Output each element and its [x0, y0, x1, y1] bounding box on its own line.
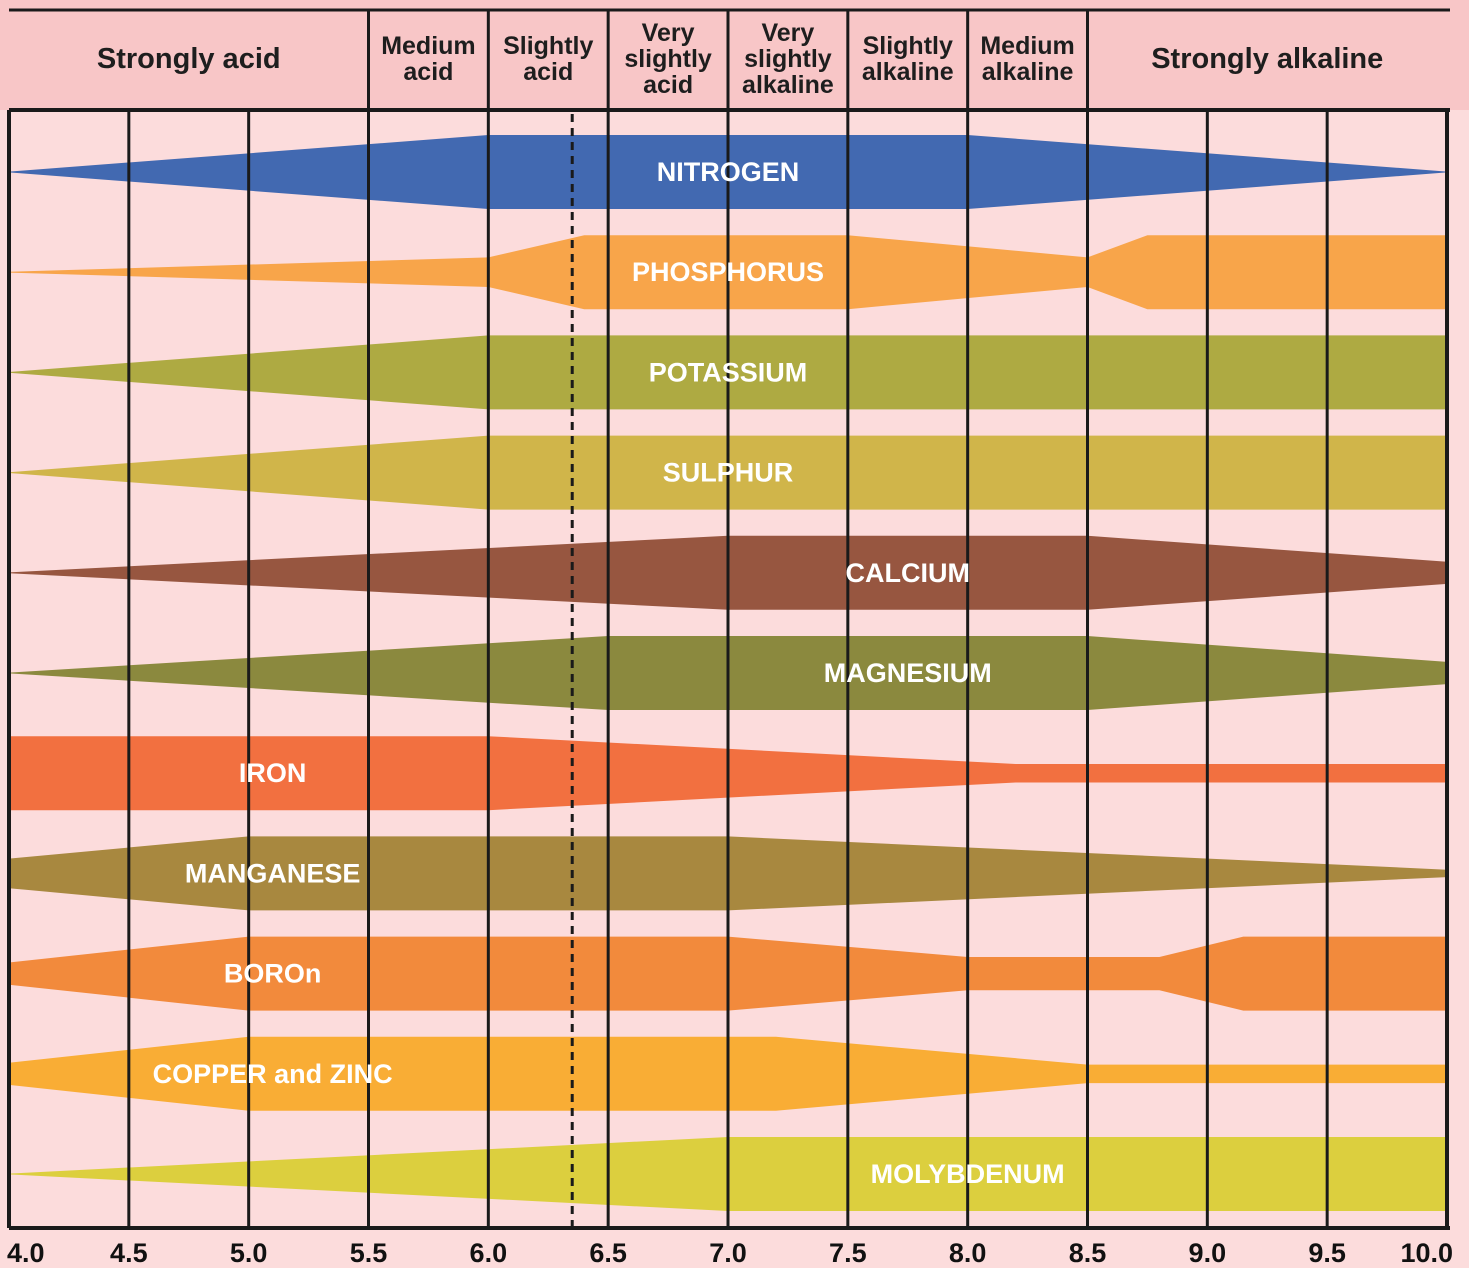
band-label-boron: BOROn [224, 959, 322, 989]
band-label-manganese: MANGANESE [185, 858, 361, 888]
x-tick-label: 7.0 [709, 1238, 747, 1268]
header-label-medium-acid: Medium acid [381, 32, 475, 86]
x-tick-label: 8.5 [1069, 1238, 1107, 1268]
header-label-slightly-acid: Slightly acid [503, 32, 593, 86]
header-label-slightly-alkaline: Slightly alkaline [862, 32, 954, 86]
header-label-very-slightly-acid: Very slightly acid [624, 19, 712, 99]
band-label-iron: IRON [239, 758, 307, 788]
x-tick-label: 6.0 [470, 1238, 508, 1268]
acidity-header: Strongly acid Medium acid Slightly acid Very s… [0, 0, 1469, 112]
x-tick-label: 10.0 [1400, 1238, 1453, 1268]
band-label-magnesium: MAGNESIUM [824, 658, 992, 688]
band-label-phosphorus: PHOSPHORUS [632, 257, 824, 287]
header-label-strongly-acid: Strongly acid [97, 43, 281, 75]
x-tick-label: 5.0 [230, 1238, 268, 1268]
band-label-sulphur: SULPHUR [663, 458, 794, 488]
header-background [0, 0, 1469, 110]
x-tick-label: 9.0 [1189, 1238, 1227, 1268]
x-tick-label: 7.5 [829, 1238, 867, 1268]
x-axis-ticks: 4.0 4.5 5.0 5.5 6.0 6.5 7.0 7.5 8.0 8.5 9.0 9.5 10.0 [7, 1238, 1453, 1268]
x-tick-label: 5.5 [350, 1238, 388, 1268]
grid-lines [7, 110, 1450, 1230]
band-label-nitrogen: NITROGEN [657, 157, 800, 187]
nutrient-labels: NITROGEN PHOSPHORUS POTASSIUM SULPHUR CALCIU… [153, 157, 1065, 1189]
header-label-strongly-alkaline: Strongly alkaline [1151, 43, 1383, 75]
band-label-calcium: CALCIUM [846, 558, 970, 588]
band-label-copper-and-zinc: COPPER and ZINC [153, 1059, 393, 1089]
x-tick-label: 4.0 [7, 1238, 45, 1268]
x-tick-label: 8.0 [949, 1238, 987, 1268]
header-label-medium-alkaline: Medium alkaline [980, 32, 1074, 86]
band-label-potassium: POTASSIUM [649, 357, 808, 387]
x-tick-label: 4.5 [110, 1238, 148, 1268]
header-label-very-slightly-alkaline: Very slightly alkaline [742, 19, 834, 99]
band-label-molybdenum: MOLYBDENUM [871, 1159, 1065, 1189]
x-tick-label: 9.5 [1308, 1238, 1346, 1268]
x-tick-label: 6.5 [589, 1238, 627, 1268]
